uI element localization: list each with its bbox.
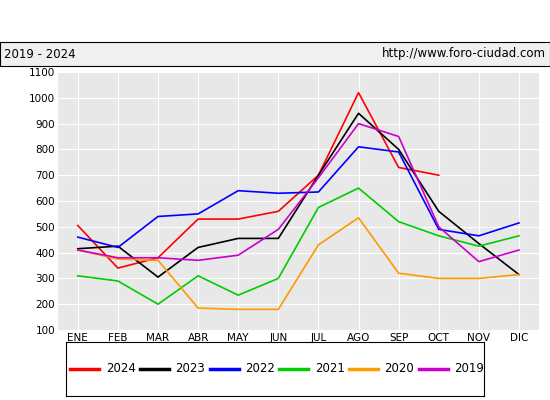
Text: 2024: 2024	[106, 362, 136, 376]
Text: Evolucion Nº Turistas Extranjeros en el municipio de Narón: Evolucion Nº Turistas Extranjeros en el …	[60, 13, 490, 29]
Text: http://www.foro-ciudad.com: http://www.foro-ciudad.com	[382, 48, 546, 60]
Text: 2022: 2022	[245, 362, 275, 376]
Text: 2020: 2020	[384, 362, 414, 376]
Text: 2019: 2019	[454, 362, 484, 376]
Text: 2019 - 2024: 2019 - 2024	[4, 48, 76, 60]
Text: 2023: 2023	[175, 362, 205, 376]
Text: 2021: 2021	[315, 362, 345, 376]
